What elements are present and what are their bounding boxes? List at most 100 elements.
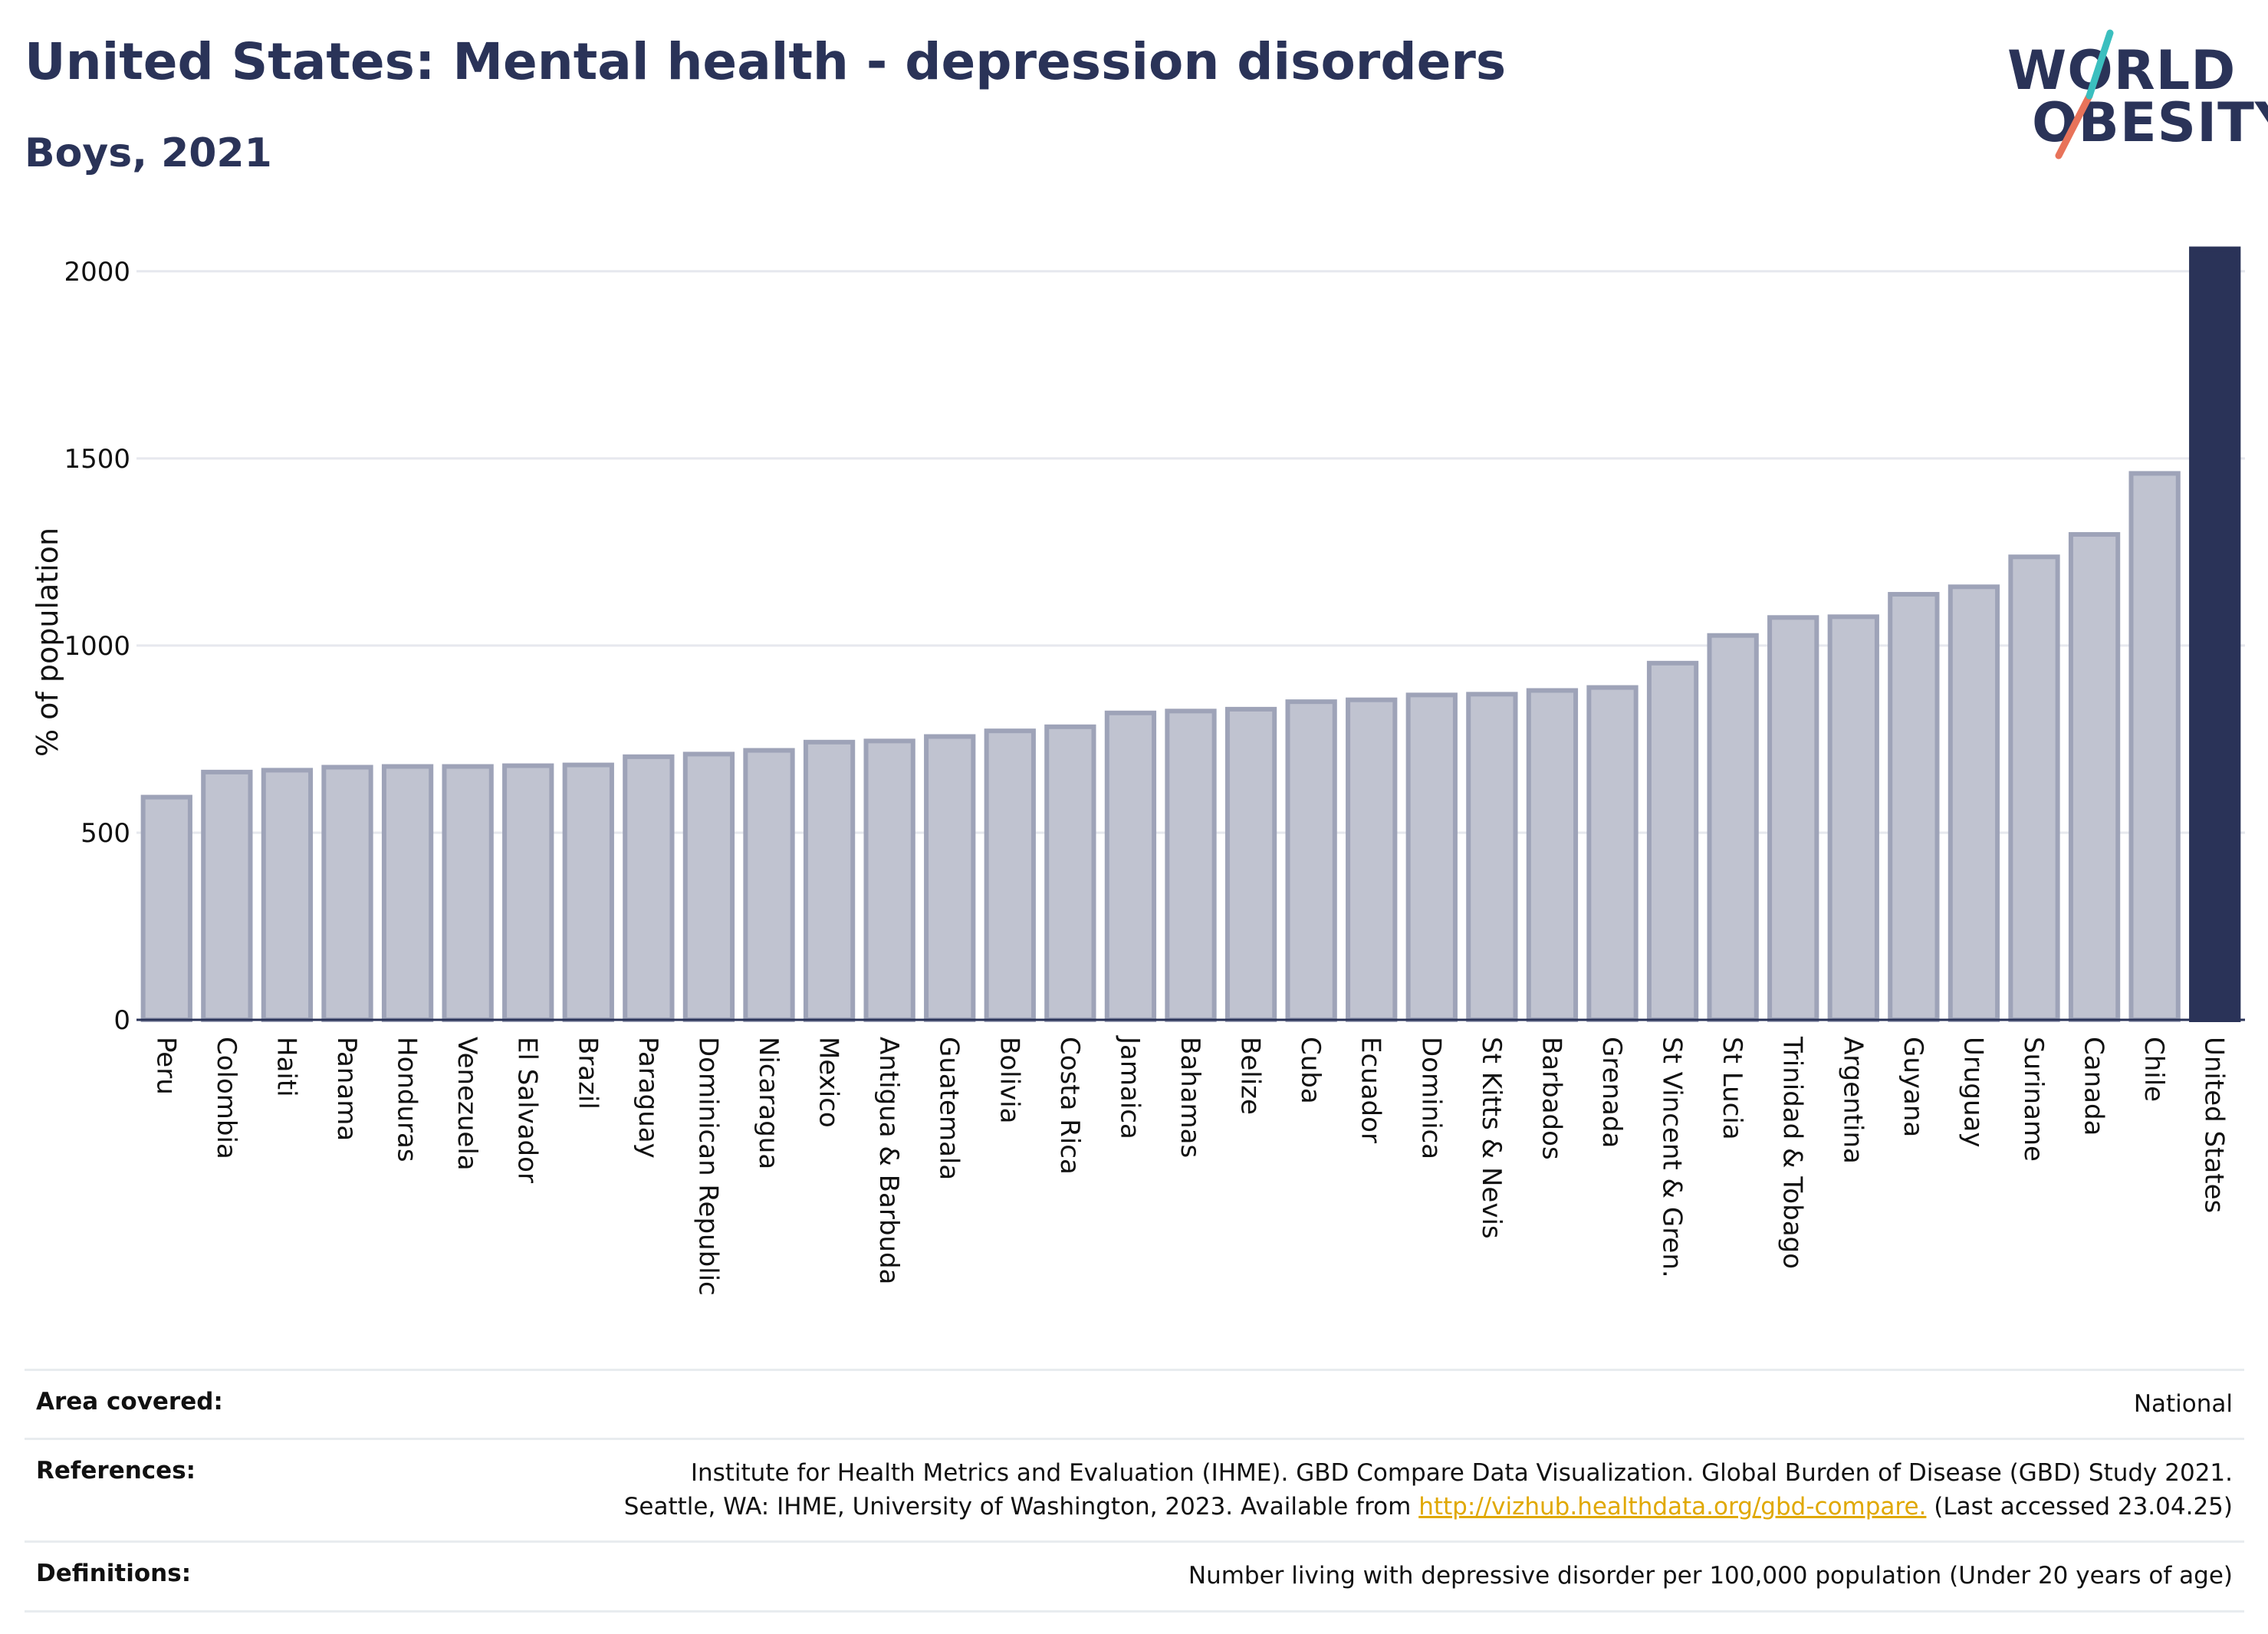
bar (201, 769, 253, 1023)
category-label: St Lucia (1717, 1037, 1747, 1140)
y-tick-label: 500 (81, 818, 130, 849)
category-label: Trinidad & Tobago (1777, 1036, 1808, 1269)
chart-subtitle: Boys, 2021 (25, 130, 272, 176)
bar (682, 751, 735, 1022)
bar (2008, 554, 2060, 1022)
y-tick-label: 1000 (64, 631, 130, 662)
bar (1707, 633, 1759, 1022)
bar (502, 763, 554, 1022)
y-tick-label: 0 (113, 1005, 130, 1036)
bar (623, 754, 675, 1022)
category-label: Guyana (1898, 1037, 1928, 1137)
definitions-label: Definitions: (36, 1560, 192, 1588)
bar (924, 734, 976, 1022)
references-value: Institute for Health Metrics and Evaluat… (624, 1457, 2233, 1524)
bar (442, 764, 494, 1022)
area-covered-label: Area covered: (36, 1388, 223, 1415)
references-label: References: (36, 1457, 196, 1485)
bar (1827, 614, 1879, 1022)
category-label: Jamaica (1114, 1035, 1145, 1139)
category-labels: Peru Colombia Haiti Panama Honduras Venezuela… (150, 1035, 2229, 1296)
bar (1586, 685, 1639, 1022)
category-label: Bahamas (1175, 1037, 1205, 1158)
bar (2068, 531, 2121, 1022)
category-label: Guatemala (934, 1037, 965, 1180)
category-label: El Salvador (512, 1037, 543, 1183)
y-tick-labels: 0 500 1000 1500 2000 (64, 257, 130, 1036)
references-row: References: Institute for Health Metrics… (25, 1438, 2244, 1540)
bar-chart: 0 500 1000 1500 2000 Peru Colombia Haiti Panama… (31, 246, 2245, 1296)
category-label: Antigua & Barbuda (873, 1037, 904, 1284)
bar (1948, 584, 2000, 1022)
category-label: Dominica (1415, 1037, 1446, 1159)
category-label: Nicaragua (753, 1037, 784, 1169)
bar (1044, 724, 1096, 1022)
logo-slash-icon (2055, 29, 2114, 159)
references-line-1: Institute for Health Metrics and Evaluat… (690, 1459, 2233, 1488)
definitions-value: Number living with depressive disorder p… (1188, 1562, 2233, 1590)
bar (562, 762, 614, 1022)
bar (1104, 710, 1157, 1022)
logo-line-2: OBESITY (2032, 91, 2268, 154)
category-label: St Kitts & Nevis (1476, 1037, 1507, 1239)
category-label: Colombia (211, 1037, 242, 1159)
category-label: Chile (2138, 1037, 2169, 1102)
category-label: Mexico (814, 1037, 844, 1128)
area-covered-row: Area covered: National (25, 1369, 2244, 1438)
bar (381, 764, 434, 1022)
y-axis-title: % of population (31, 528, 64, 757)
footer-table: Area covered: National References: Insti… (25, 1369, 2244, 1613)
bar (743, 748, 795, 1022)
bar (321, 764, 373, 1022)
definitions-row: Definitions: Number living with depressi… (25, 1540, 2244, 1613)
category-label: Argentina (1837, 1037, 1868, 1164)
category-label: United States (2199, 1037, 2230, 1213)
bar (803, 739, 856, 1022)
category-label: Uruguay (1957, 1037, 1988, 1148)
bar (984, 728, 1036, 1022)
chart-title: United States: Mental health - depressio… (25, 32, 1507, 91)
category-label: St Vincent & Gren. (1657, 1037, 1688, 1278)
bar (2128, 471, 2181, 1022)
y-tick-label: 2000 (64, 257, 130, 288)
category-label: Barbados (1536, 1037, 1566, 1160)
category-label: Honduras (392, 1037, 422, 1162)
category-label: Peru (150, 1037, 181, 1095)
bar (863, 738, 915, 1022)
category-label: Haiti (271, 1037, 301, 1097)
category-label: Ecuador (1356, 1037, 1386, 1143)
bar (140, 794, 192, 1023)
category-label: Canada (2079, 1037, 2109, 1136)
references-line-2: Seattle, WA: IHME, University of Washing… (623, 1492, 1419, 1521)
category-label: Paraguay (633, 1037, 663, 1159)
category-label: Panama (331, 1037, 362, 1141)
bar (1888, 592, 1940, 1022)
bar (1285, 699, 1337, 1022)
world-obesity-logo: WORLD OBESITY (2001, 27, 2268, 161)
category-label: Bolivia (994, 1037, 1024, 1123)
references-link[interactable]: http://vizhub.healthdata.org/gbd-compare… (1418, 1492, 1927, 1521)
y-tick-label: 1500 (64, 444, 130, 475)
bars (140, 246, 2241, 1023)
bar (261, 768, 314, 1022)
category-label: Suriname (2018, 1037, 2049, 1162)
bar (2189, 246, 2241, 1022)
bar (1646, 660, 1699, 1022)
bar (1466, 692, 1518, 1022)
bar (1405, 692, 1458, 1022)
bar (1526, 688, 1579, 1022)
bar (1224, 706, 1277, 1023)
bar (1767, 615, 1819, 1022)
category-label: Dominican Republic (692, 1037, 723, 1296)
category-label: Brazil (572, 1037, 603, 1110)
bar (1346, 697, 1398, 1023)
category-label: Costa Rica (1054, 1037, 1085, 1175)
category-label: Venezuela (452, 1037, 482, 1171)
category-label: Cuba (1295, 1037, 1326, 1104)
references-line-2-end: (Last accessed 23.04.25) (1926, 1492, 2233, 1521)
area-covered-value: National (2133, 1390, 2233, 1418)
logo-line-1: WORLD (2007, 39, 2237, 102)
category-label: Belize (1235, 1037, 1266, 1115)
bar (1165, 709, 1217, 1022)
category-label: Grenada (1596, 1037, 1627, 1148)
